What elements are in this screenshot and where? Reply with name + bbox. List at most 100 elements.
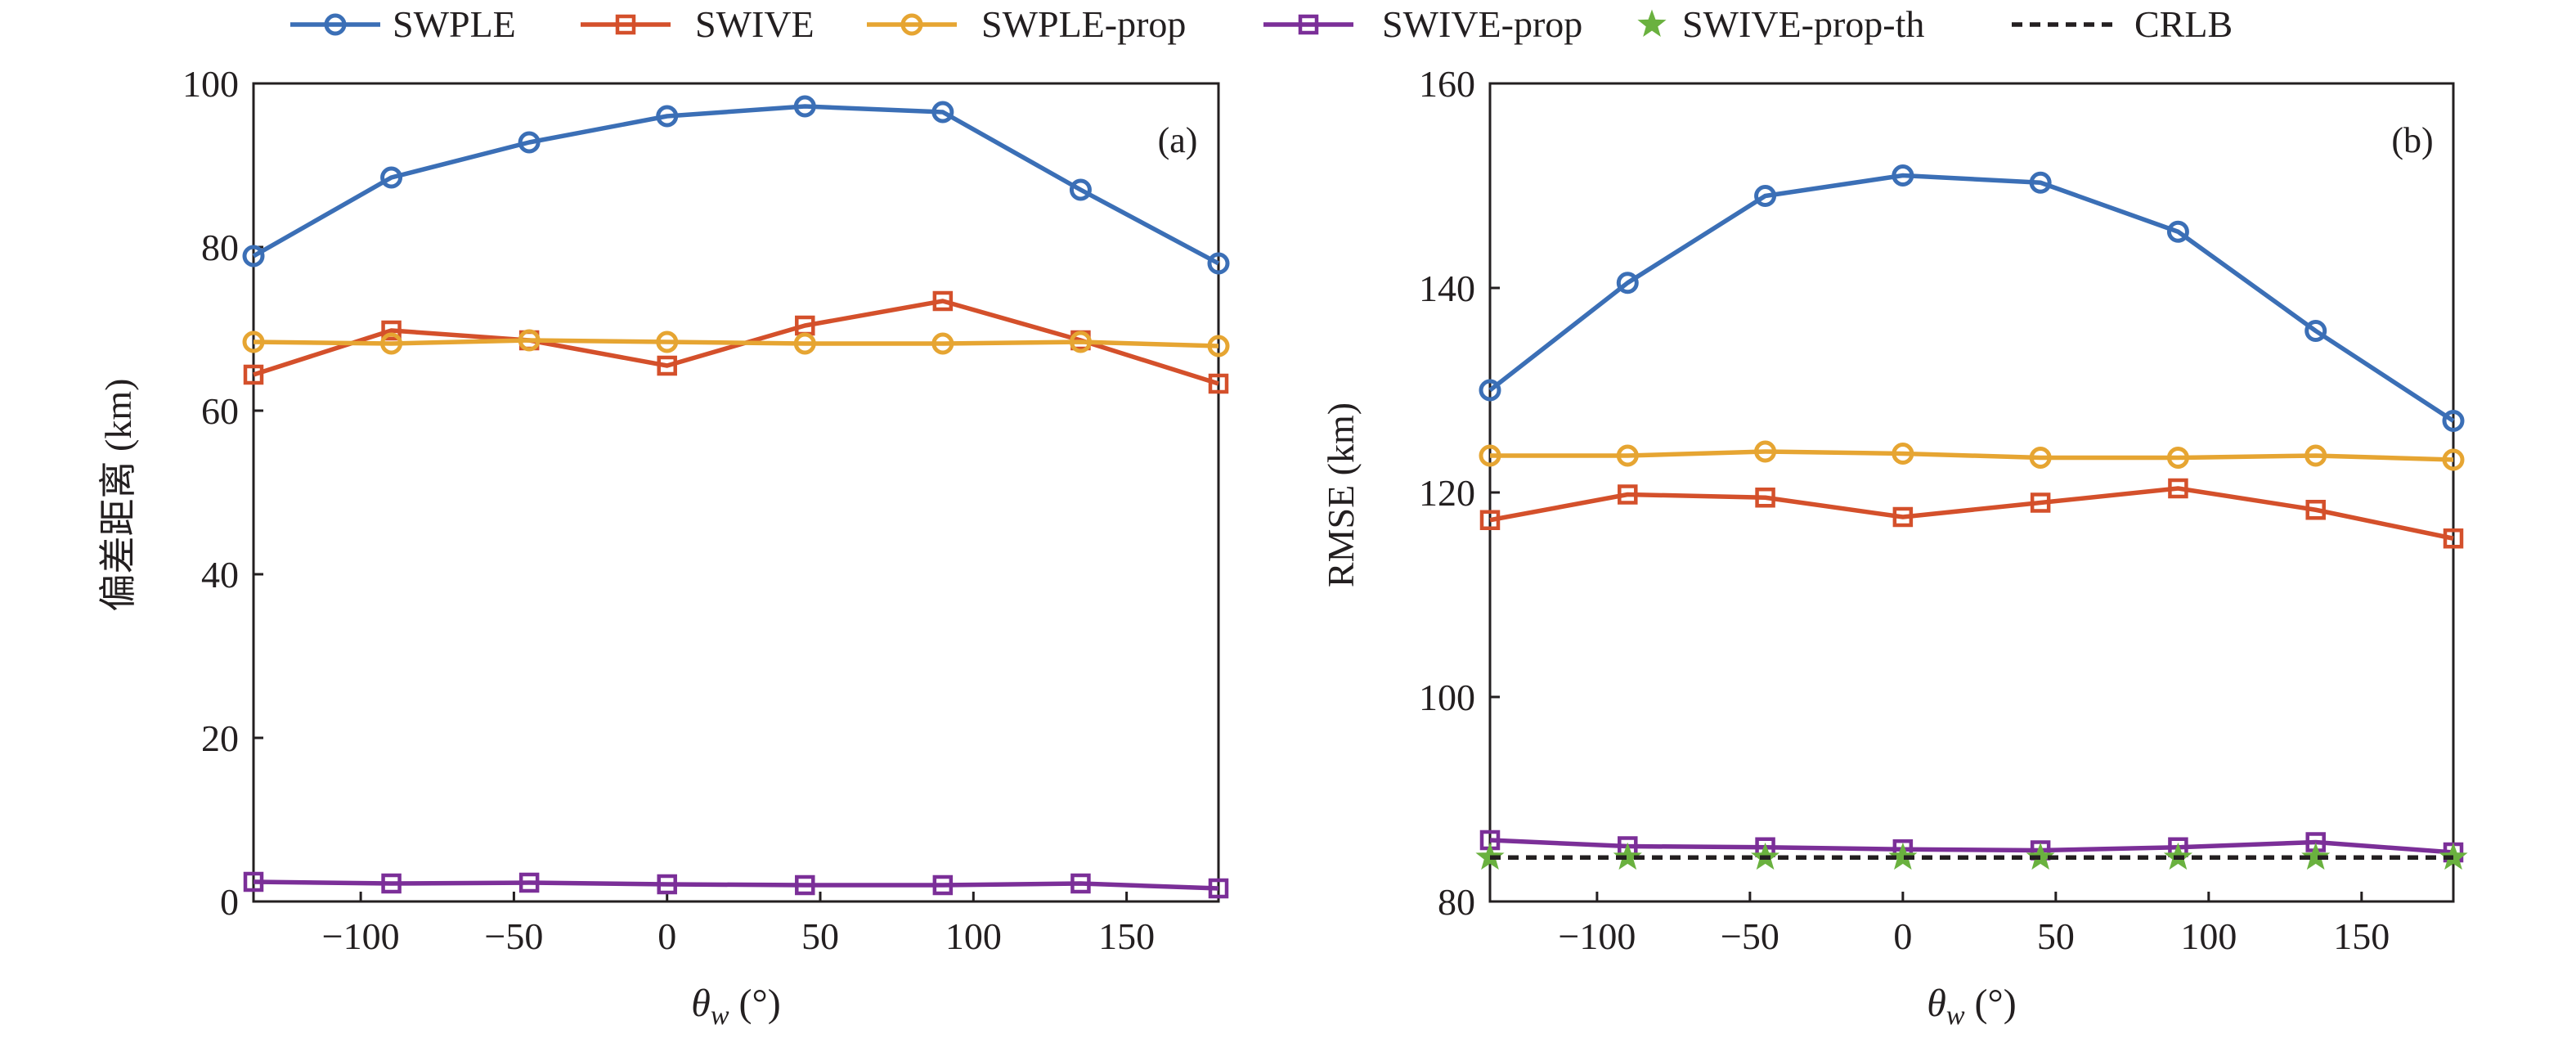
data-point xyxy=(380,332,403,355)
data-point xyxy=(1754,440,1777,463)
y-tick-label: 160 xyxy=(1419,63,1475,105)
data-point xyxy=(1755,488,1775,508)
x-axis-title: θw (°) xyxy=(1927,982,2016,1031)
data-point xyxy=(2442,410,2465,432)
data-point xyxy=(518,872,540,893)
data-point xyxy=(381,320,402,341)
legend-label: SWPLE xyxy=(393,3,516,45)
data-point xyxy=(1616,444,1639,467)
data-point xyxy=(1754,185,1777,207)
legend-marker xyxy=(900,13,923,36)
data-point xyxy=(1888,842,1918,870)
legend-item-swive: SWIVE xyxy=(581,3,815,45)
y-tick-label: 100 xyxy=(1419,677,1475,718)
series-line xyxy=(252,104,1220,266)
y-tick-label: 0 xyxy=(220,881,239,923)
x-axis-title: θw (°) xyxy=(691,982,780,1031)
legend-label: CRLB xyxy=(2134,3,2233,45)
x-tick-label: −100 xyxy=(1558,915,1636,957)
series-swive xyxy=(1479,478,2464,549)
data-point xyxy=(2026,842,2055,870)
data-point xyxy=(2301,842,2331,870)
plot-frame xyxy=(252,82,1220,903)
data-point xyxy=(2305,500,2326,520)
data-point xyxy=(1479,510,1501,530)
data-point xyxy=(2029,447,2052,469)
series-line xyxy=(1489,838,2454,855)
data-point xyxy=(2442,448,2465,471)
data-point xyxy=(242,245,265,267)
data-point xyxy=(931,332,954,355)
data-point xyxy=(932,290,954,312)
legend-label: SWIVE xyxy=(695,3,815,45)
data-point xyxy=(243,871,264,892)
data-point xyxy=(1618,484,1638,505)
legend: SWPLE SWIVE SWPLE-prop SWIVE-prop SWIVE-prop… xyxy=(290,3,2233,45)
data-point xyxy=(793,95,816,118)
legend-item-swive-prop: SWIVE-prop xyxy=(1263,3,1582,45)
legend-item-crlb: CRLB xyxy=(2012,3,2233,45)
data-point xyxy=(2168,478,2188,499)
series-swple xyxy=(1479,164,2465,432)
data-point xyxy=(380,166,403,189)
series-swive-prop xyxy=(243,871,1229,899)
data-point xyxy=(657,874,677,895)
data-point xyxy=(2443,528,2464,549)
data-point xyxy=(1892,164,1914,187)
data-point xyxy=(1207,252,1230,275)
y-tick-label: 80 xyxy=(201,227,239,268)
data-point xyxy=(657,355,677,376)
series-line xyxy=(253,338,1219,348)
series-swple-prop xyxy=(242,329,1230,357)
data-point xyxy=(242,330,265,353)
legend-item-swple: SWPLE xyxy=(290,3,516,45)
data-point xyxy=(2030,492,2051,513)
y-tick-label: 20 xyxy=(201,717,239,759)
panel-a: (a) 偏差距离 (km) −100 −50 0 50 100 150 0 20 40 60 80 1… xyxy=(97,63,1230,1031)
data-point xyxy=(518,329,541,352)
data-point xyxy=(1208,373,1229,394)
data-point xyxy=(1208,878,1229,899)
y-tick-label: 140 xyxy=(1419,267,1475,309)
y-tick-label: 100 xyxy=(182,63,239,105)
data-point xyxy=(2304,320,2327,342)
y-tick-label: 120 xyxy=(1419,472,1475,514)
data-point xyxy=(793,332,816,355)
legend-marker xyxy=(1298,14,1319,35)
series-swple xyxy=(242,95,1230,275)
x-tick-label: −50 xyxy=(484,915,543,957)
x-tick-label: 0 xyxy=(1893,915,1912,957)
series-line xyxy=(253,879,1219,891)
data-point xyxy=(931,101,954,124)
x-tick-label: 50 xyxy=(2037,915,2075,957)
data-point xyxy=(2166,220,2189,243)
series-line xyxy=(1489,486,2454,541)
data-point xyxy=(243,364,264,385)
x-tick-label: 150 xyxy=(1098,915,1155,957)
x-tick-label: 100 xyxy=(945,915,1002,957)
series-line xyxy=(1490,449,2454,462)
legend-label: SWIVE-prop-th xyxy=(1682,3,1924,45)
data-point xyxy=(656,330,679,353)
legend-item-swple-prop: SWPLE-prop xyxy=(867,3,1186,45)
data-point xyxy=(1070,873,1091,894)
x-tick-label: 150 xyxy=(2333,915,2390,957)
x-tick-label: 100 xyxy=(2180,915,2237,957)
y-tick-label: 40 xyxy=(201,554,239,596)
series-line xyxy=(253,299,1219,386)
legend-label: SWPLE-prop xyxy=(981,3,1186,45)
data-point xyxy=(795,874,815,896)
x-tick-label: −100 xyxy=(322,915,400,957)
panel-b: (b) RMSE (km) −100 −50 0 50 100 150 80 100 120 14… xyxy=(1320,63,2468,1031)
legend-marker xyxy=(324,13,347,36)
legend-marker xyxy=(1637,9,1667,37)
data-point xyxy=(1613,842,1642,870)
data-point xyxy=(1069,178,1092,201)
legend-marker xyxy=(615,14,636,35)
y-tick-label: 80 xyxy=(1438,881,1475,923)
series-line xyxy=(1488,173,2455,423)
data-point xyxy=(1892,506,1914,528)
data-point xyxy=(2304,444,2327,467)
data-point xyxy=(1892,443,1914,465)
